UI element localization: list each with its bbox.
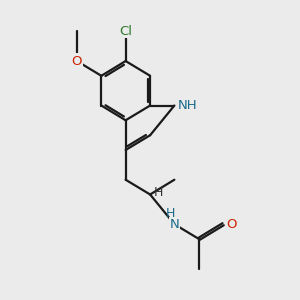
- Text: O: O: [72, 55, 82, 68]
- Text: H: H: [154, 186, 163, 199]
- Text: NH: NH: [178, 99, 198, 112]
- Text: Cl: Cl: [119, 25, 132, 38]
- Text: O: O: [72, 55, 82, 68]
- Text: O: O: [227, 218, 237, 231]
- Text: H: H: [166, 207, 176, 220]
- Text: N: N: [169, 218, 179, 231]
